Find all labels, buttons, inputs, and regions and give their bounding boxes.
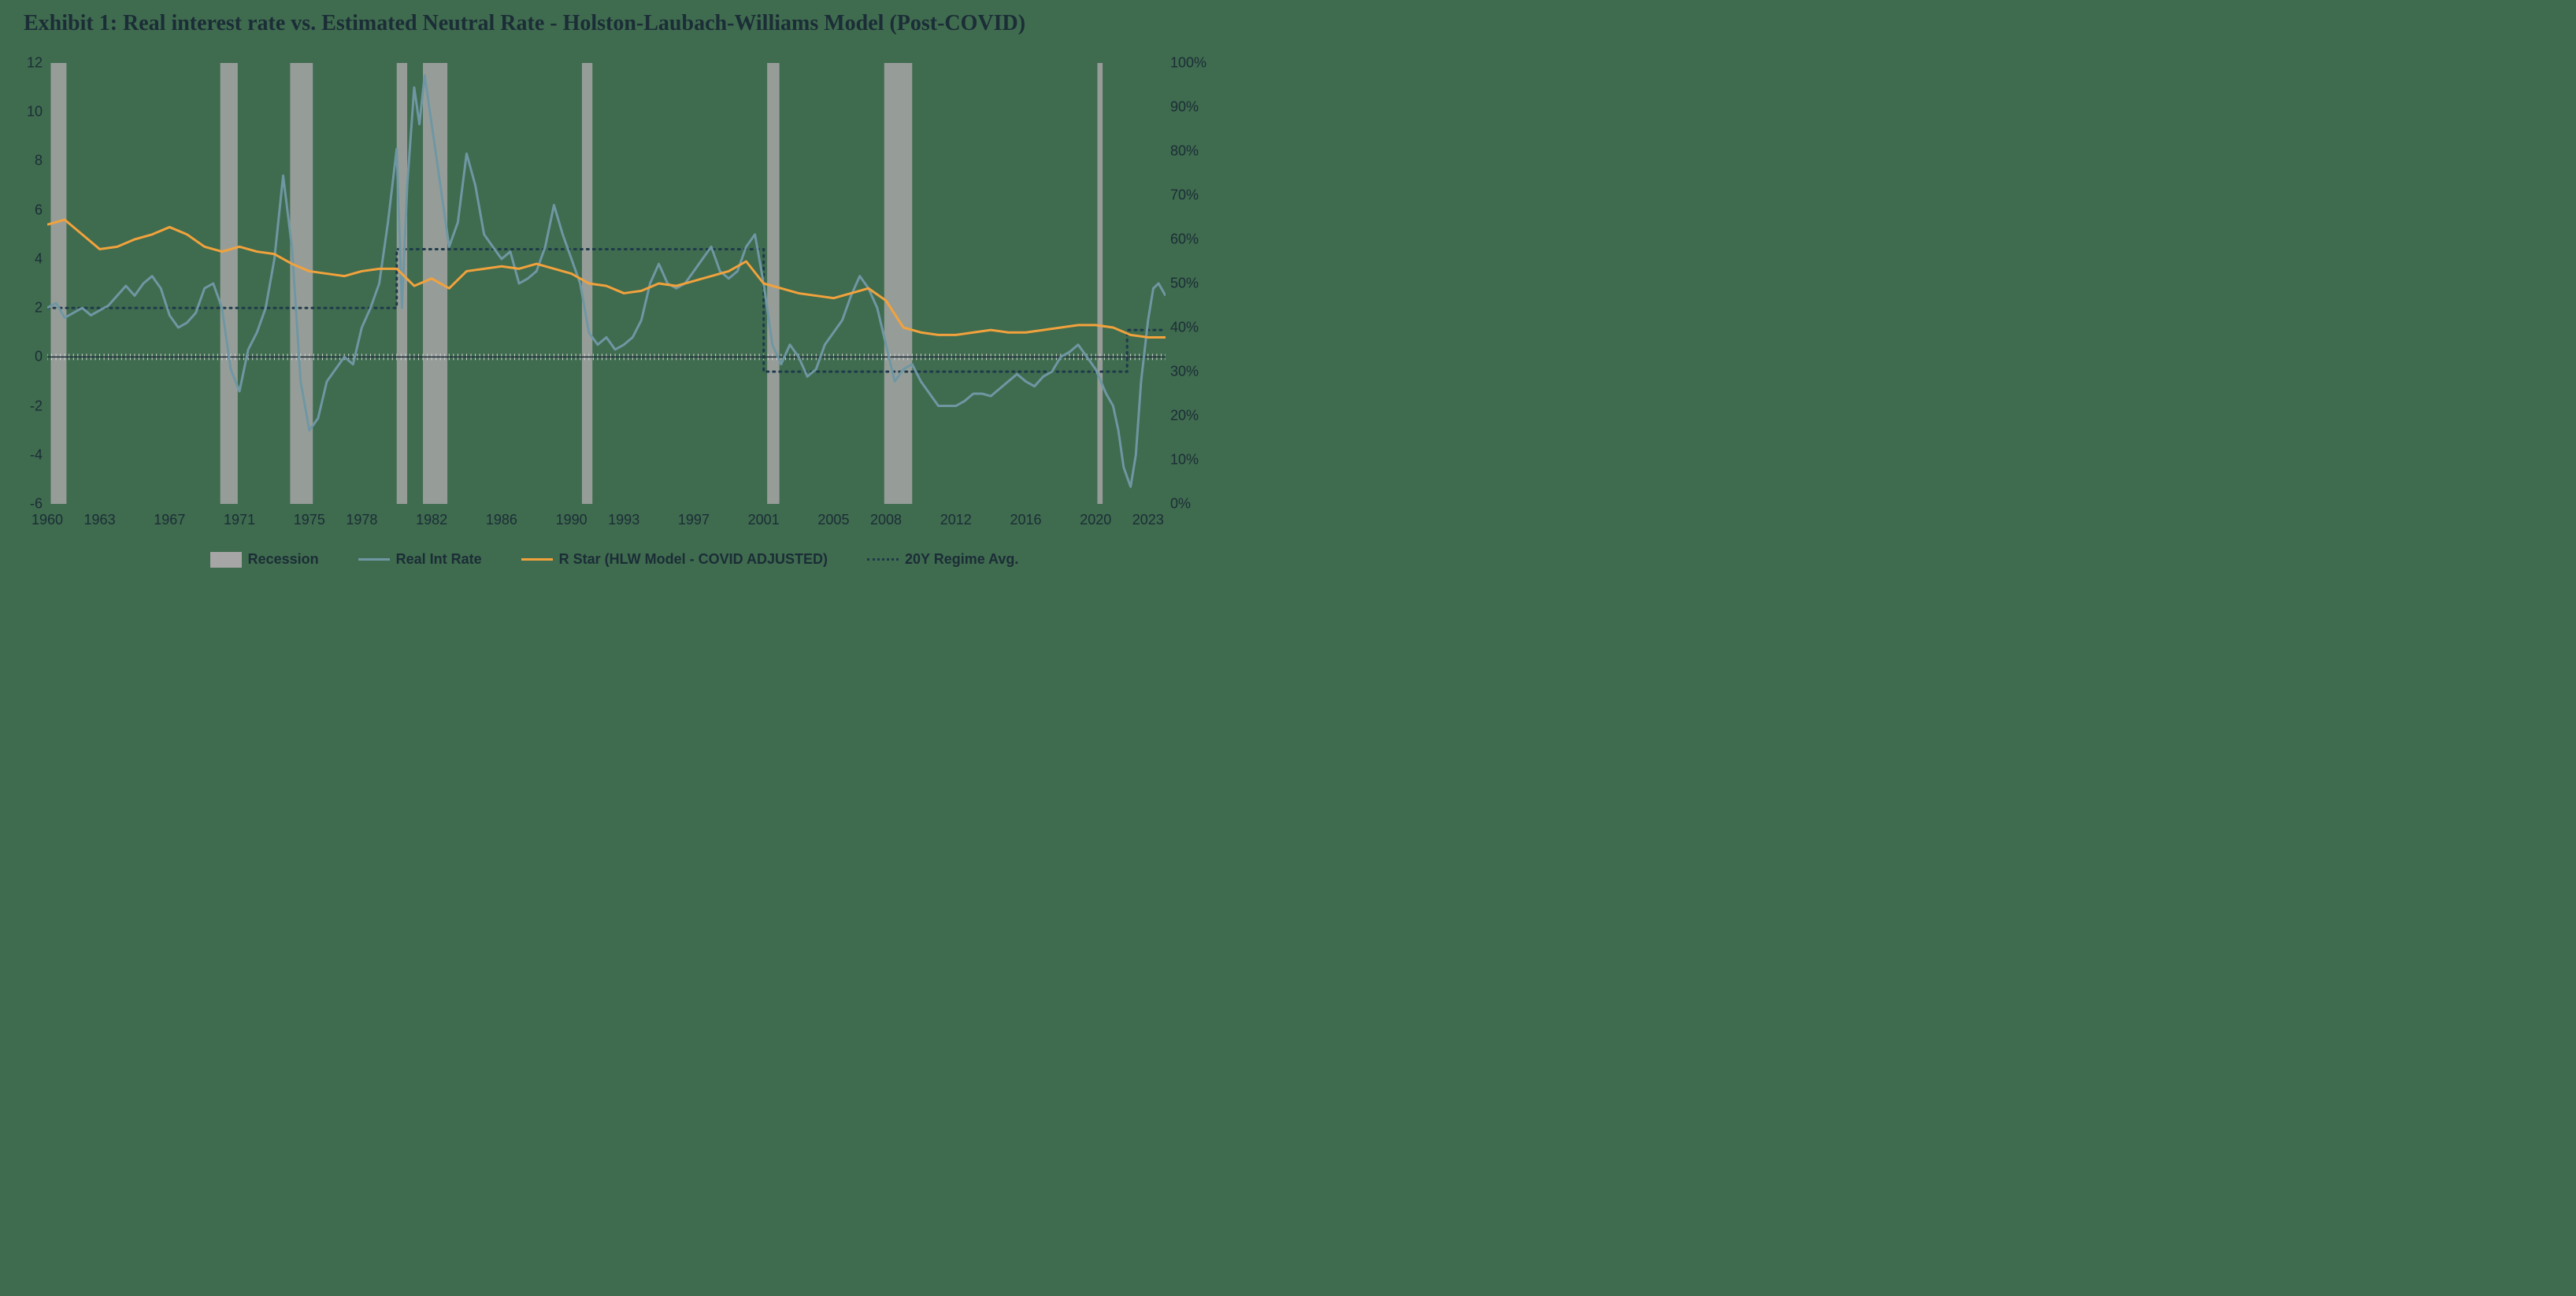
x-tick-label: 1997 — [674, 512, 713, 528]
y-left-tick-label: -6 — [3, 496, 43, 513]
series-regime-avg — [47, 249, 1166, 372]
y-left-tick-label: 4 — [3, 250, 43, 267]
legend-label: 20Y Regime Avg. — [905, 551, 1018, 568]
x-tick-label: 2001 — [744, 512, 784, 528]
recession-band — [1097, 63, 1103, 504]
chart-title: Exhibit 1: Real interest rate vs. Estima… — [24, 11, 1205, 36]
y-right-tick-label: 90% — [1170, 99, 1218, 116]
recession-band — [50, 63, 66, 504]
legend-swatch — [867, 558, 899, 561]
recession-band — [767, 63, 780, 504]
legend-swatch — [521, 558, 553, 561]
y-right-tick-label: 10% — [1170, 452, 1218, 468]
legend-swatch — [358, 558, 390, 561]
y-left-tick-label: 12 — [3, 55, 43, 72]
x-tick-label: 2012 — [936, 512, 976, 528]
x-tick-label: 1975 — [290, 512, 329, 528]
plot-svg — [47, 63, 1166, 504]
x-tick-label: 1960 — [28, 512, 67, 528]
x-tick-label: 1993 — [604, 512, 643, 528]
y-right-tick-label: 80% — [1170, 143, 1218, 160]
recession-band — [423, 63, 447, 504]
y-right-tick-label: 40% — [1170, 320, 1218, 336]
legend-label: Recession — [248, 551, 319, 568]
y-left-tick-label: 10 — [3, 104, 43, 120]
recession-band — [884, 63, 913, 504]
x-tick-label: 1967 — [150, 512, 189, 528]
legend-item-recession: Recession — [210, 551, 319, 568]
y-left-tick-label: 6 — [3, 202, 43, 218]
series-r-star — [47, 220, 1166, 337]
x-tick-label: 1990 — [552, 512, 591, 528]
x-tick-label: 1982 — [412, 512, 451, 528]
x-tick-label: 2023 — [1129, 512, 1168, 528]
chart-container: Exhibit 1: Real interest rate vs. Estima… — [0, 0, 1229, 614]
x-tick-label: 1986 — [482, 512, 521, 528]
x-tick-label: 2005 — [814, 512, 853, 528]
y-right-tick-label: 50% — [1170, 276, 1218, 292]
x-tick-label: 2008 — [866, 512, 906, 528]
recession-band — [221, 63, 238, 504]
y-right-tick-label: 30% — [1170, 364, 1218, 380]
y-left-tick-label: 2 — [3, 300, 43, 317]
legend-item-regime: 20Y Regime Avg. — [867, 551, 1018, 568]
y-right-tick-label: 100% — [1170, 55, 1218, 72]
y-right-tick-label: 70% — [1170, 187, 1218, 204]
x-tick-label: 1978 — [342, 512, 381, 528]
legend-swatch — [210, 552, 242, 568]
y-right-tick-label: 0% — [1170, 496, 1218, 513]
plot-area: -6-4-20246810120%10%20%30%40%50%60%70%80… — [47, 63, 1166, 504]
y-left-tick-label: -2 — [3, 398, 43, 414]
x-tick-label: 1971 — [220, 512, 259, 528]
y-left-tick-label: 8 — [3, 153, 43, 169]
legend-label: R Star (HLW Model - COVID ADJUSTED) — [559, 551, 828, 568]
series-real-int-rate — [47, 76, 1166, 487]
legend-item-r_star: R Star (HLW Model - COVID ADJUSTED) — [521, 551, 828, 568]
x-tick-label: 2016 — [1006, 512, 1046, 528]
x-tick-label: 1963 — [80, 512, 120, 528]
x-tick-label: 2020 — [1076, 512, 1115, 528]
y-right-tick-label: 20% — [1170, 408, 1218, 424]
legend-label: Real Int Rate — [396, 551, 482, 568]
y-left-tick-label: 0 — [3, 349, 43, 365]
y-right-tick-label: 60% — [1170, 231, 1218, 248]
legend: Recession Real Int Rate R Star (HLW Model … — [0, 551, 1229, 568]
legend-item-real_int: Real Int Rate — [358, 551, 482, 568]
y-left-tick-label: -4 — [3, 446, 43, 463]
